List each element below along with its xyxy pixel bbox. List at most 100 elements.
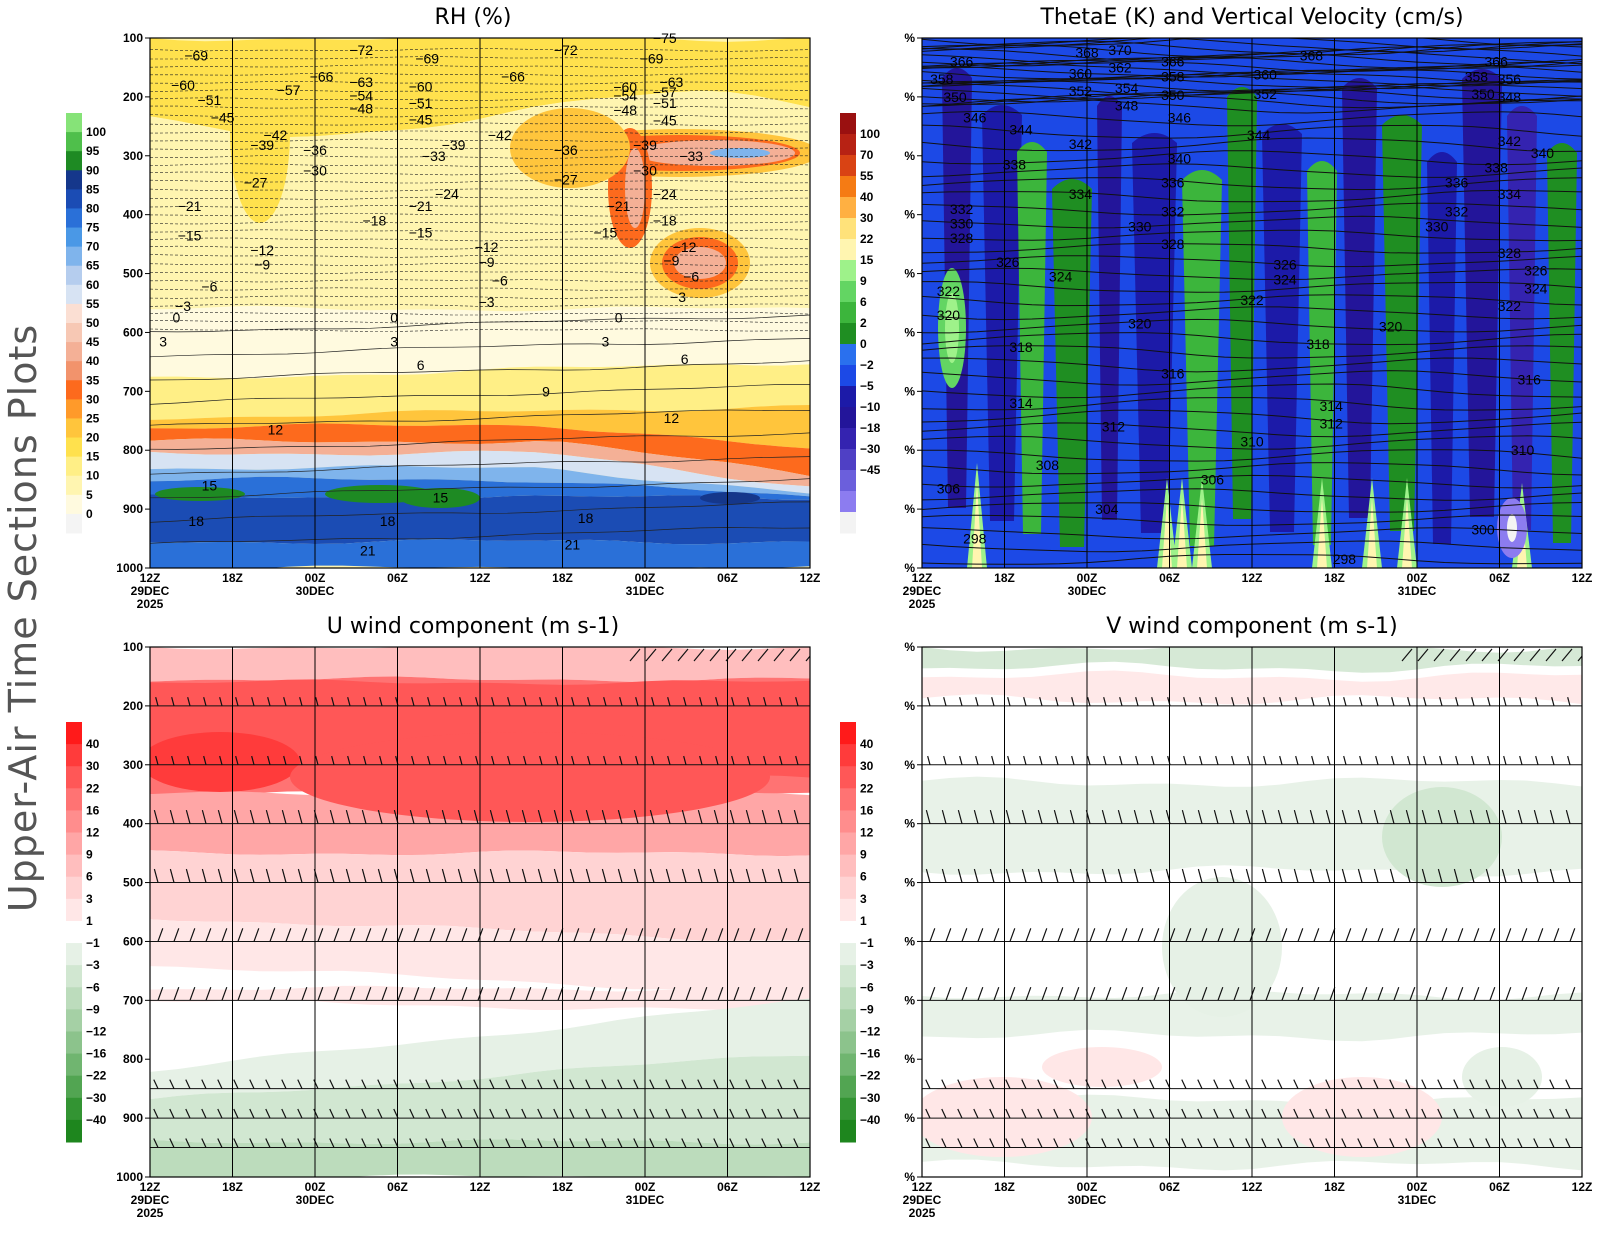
wind-barb-flag bbox=[1021, 1138, 1027, 1148]
contour-label: −54 bbox=[613, 88, 637, 104]
rh-saturated-blob bbox=[700, 492, 760, 504]
wind-barb-flag bbox=[1441, 986, 1448, 1001]
wind-barb-flag bbox=[601, 868, 607, 883]
wind-barb-flag bbox=[249, 1079, 255, 1089]
panel-rh-colorbar: 1009590858075706560555045403530252015105… bbox=[66, 113, 106, 534]
wind-barb-flag bbox=[1087, 755, 1091, 765]
wind-barb-flag bbox=[1103, 697, 1107, 707]
contour-label: 342 bbox=[1498, 133, 1522, 149]
wind-barb-flag bbox=[777, 868, 783, 883]
wind-barb-flag bbox=[681, 1138, 687, 1148]
wind-barb-flag bbox=[1485, 809, 1491, 824]
colorbar-label: −1 bbox=[86, 936, 100, 950]
wind-barb-flag bbox=[1569, 986, 1576, 1001]
wind-barb-flag bbox=[929, 986, 936, 1001]
wind-barb-flag bbox=[733, 928, 740, 942]
wind-barb-flag bbox=[507, 755, 511, 765]
contour-label: 338 bbox=[1485, 160, 1509, 176]
wind-barb-flag bbox=[331, 697, 335, 707]
wind-barb-flag bbox=[489, 1138, 495, 1148]
pressure-tick-label: % bbox=[904, 384, 915, 398]
wind-barb-flag bbox=[1405, 868, 1411, 883]
wind-barb-flag bbox=[217, 1138, 223, 1148]
contour-label: −66 bbox=[310, 68, 334, 84]
wind-barb-flag bbox=[1407, 755, 1411, 765]
wind-barb-flag bbox=[601, 1079, 607, 1089]
wind-barb-flag bbox=[797, 928, 804, 942]
contour-label: 352 bbox=[1069, 83, 1093, 99]
wind-barb-flag bbox=[1389, 1138, 1395, 1148]
wind-barb-flag bbox=[1007, 697, 1011, 707]
wind-barb-flag bbox=[957, 868, 963, 883]
wind-barb-flag bbox=[1037, 809, 1043, 824]
wind-barb-flag bbox=[555, 697, 559, 707]
wind-barb-flag bbox=[1229, 809, 1235, 824]
contour-label: 346 bbox=[1168, 110, 1192, 126]
wind-barb-flag bbox=[313, 1079, 319, 1089]
wind-barb-flag bbox=[331, 755, 335, 765]
wind-barb-flag bbox=[429, 986, 436, 1001]
wind-barb-flag bbox=[1485, 1138, 1491, 1148]
wind-barb-flag bbox=[761, 1079, 767, 1089]
wind-barb-flag bbox=[793, 868, 799, 883]
wind-barb-flag bbox=[459, 697, 463, 707]
wind-barb-flag bbox=[761, 1108, 767, 1119]
thetae-velocity-cell bbox=[1427, 152, 1457, 544]
wind-barb-flag bbox=[457, 1079, 463, 1089]
wind-barb-flag bbox=[441, 1079, 447, 1089]
wind-barb-flag bbox=[1469, 809, 1475, 824]
contour-label: 300 bbox=[1471, 522, 1495, 538]
wind-barb-flag bbox=[1041, 986, 1048, 1001]
contour-label: 358 bbox=[930, 71, 954, 87]
wind-barb-flag bbox=[1037, 1138, 1043, 1148]
colorbar-label: 55 bbox=[860, 169, 874, 183]
date-label: 29DEC bbox=[903, 1193, 942, 1207]
wind-barb-flag bbox=[1565, 868, 1571, 883]
wind-barb-flag bbox=[649, 1138, 655, 1148]
wind-barb-flag bbox=[1021, 868, 1027, 883]
contour-label: 306 bbox=[1201, 472, 1225, 488]
contour-label: 366 bbox=[1485, 54, 1509, 70]
wind-barb-flag bbox=[1473, 928, 1480, 942]
wind-barb-flag bbox=[473, 1079, 479, 1089]
wind-barb-flag bbox=[973, 809, 979, 824]
pressure-tick-label: % bbox=[904, 502, 915, 516]
wind-barb-flag bbox=[493, 986, 500, 1001]
colorbar-label: −30 bbox=[86, 1091, 107, 1105]
wind-barb-flag bbox=[1373, 868, 1379, 883]
wind-barb-flag bbox=[1037, 868, 1043, 883]
wind-barb-flag bbox=[681, 1079, 687, 1089]
wind-barb-flag bbox=[233, 1079, 239, 1089]
colorbar-label: 12 bbox=[860, 826, 874, 840]
wind-barb-flag bbox=[313, 1138, 319, 1148]
wind-barb-flag bbox=[1453, 1138, 1459, 1148]
wind-barb-flag bbox=[569, 1108, 575, 1119]
colorbar-swatch bbox=[66, 1009, 82, 1032]
wind-barb-flag bbox=[1263, 755, 1267, 765]
contour-label: 342 bbox=[1069, 136, 1093, 152]
wind-barb-flag bbox=[1085, 1079, 1091, 1089]
contour-label: −30 bbox=[633, 163, 657, 179]
wind-barb-flag bbox=[363, 755, 367, 765]
wind-barb-flag bbox=[1373, 1079, 1379, 1089]
contour-label: −15 bbox=[409, 224, 433, 240]
wind-barb-flag bbox=[973, 1108, 979, 1119]
contour-label: 308 bbox=[1036, 457, 1060, 473]
wind-barb-flag bbox=[1277, 868, 1283, 883]
wind-barb-flag bbox=[1553, 986, 1560, 1001]
contour-label: −63 bbox=[660, 74, 684, 90]
colorbar-swatch bbox=[66, 303, 82, 324]
wind-barb-flag bbox=[601, 809, 607, 824]
colorbar-swatch bbox=[840, 987, 856, 1010]
colorbar-label: 3 bbox=[86, 892, 93, 906]
wind-barb-flag bbox=[1549, 868, 1555, 883]
pressure-tick-label: 1000 bbox=[116, 561, 143, 575]
wind-barb-flag bbox=[973, 868, 979, 883]
wind-barb-flag bbox=[585, 809, 591, 824]
wind-barb-flag bbox=[585, 1079, 591, 1089]
wind-barb-flag bbox=[1517, 1138, 1523, 1148]
wind-barb-flag bbox=[203, 755, 207, 765]
wind-barb-flag bbox=[491, 697, 495, 707]
wind-barb-flag bbox=[457, 868, 463, 883]
wind-barb-flag bbox=[1117, 1108, 1123, 1119]
